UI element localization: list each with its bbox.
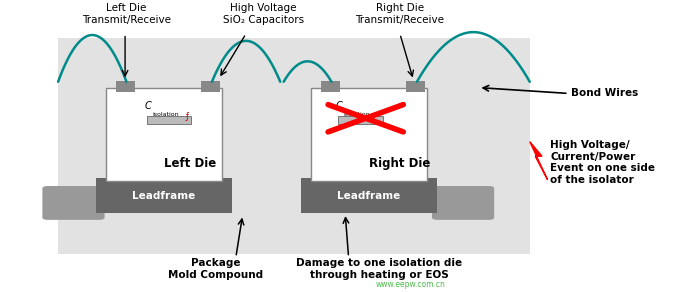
FancyBboxPatch shape <box>42 186 105 220</box>
Bar <box>58 38 530 254</box>
Bar <box>338 116 383 124</box>
Bar <box>201 81 220 92</box>
Bar <box>147 116 191 124</box>
Bar <box>301 178 438 213</box>
FancyBboxPatch shape <box>432 186 494 220</box>
Text: Right Die: Right Die <box>369 157 430 170</box>
Text: Damage to one isolation die
through heating or EOS: Damage to one isolation die through heat… <box>297 258 462 280</box>
Text: Leadframe: Leadframe <box>132 191 196 201</box>
Text: www.eepw.com.cn: www.eepw.com.cn <box>375 280 445 289</box>
Text: $C$: $C$ <box>144 99 152 111</box>
Bar <box>116 81 135 92</box>
Text: $C$: $C$ <box>335 99 344 111</box>
Text: Bond Wires: Bond Wires <box>571 88 638 98</box>
Text: Package
Mold Compound: Package Mold Compound <box>168 258 263 280</box>
Text: Left Die
Transmit/Receive: Left Die Transmit/Receive <box>82 3 171 25</box>
Text: Left Die: Left Die <box>164 157 216 170</box>
Bar <box>321 81 340 92</box>
Text: High Voltage
SiO₂ Capacitors: High Voltage SiO₂ Capacitors <box>223 3 303 25</box>
Polygon shape <box>530 142 547 180</box>
Bar <box>406 81 425 92</box>
Text: ƒ: ƒ <box>186 112 189 121</box>
Text: Right Die
Transmit/Receive: Right Die Transmit/Receive <box>356 3 445 25</box>
Bar <box>96 178 232 213</box>
Bar <box>106 88 222 181</box>
Text: isolation: isolation <box>344 112 371 117</box>
Text: isolation: isolation <box>153 112 179 117</box>
Text: Leadframe: Leadframe <box>338 191 401 201</box>
Text: High Voltage/
Current/Power
Event on one side
of the isolator: High Voltage/ Current/Power Event on one… <box>550 140 656 185</box>
Bar <box>311 88 427 181</box>
